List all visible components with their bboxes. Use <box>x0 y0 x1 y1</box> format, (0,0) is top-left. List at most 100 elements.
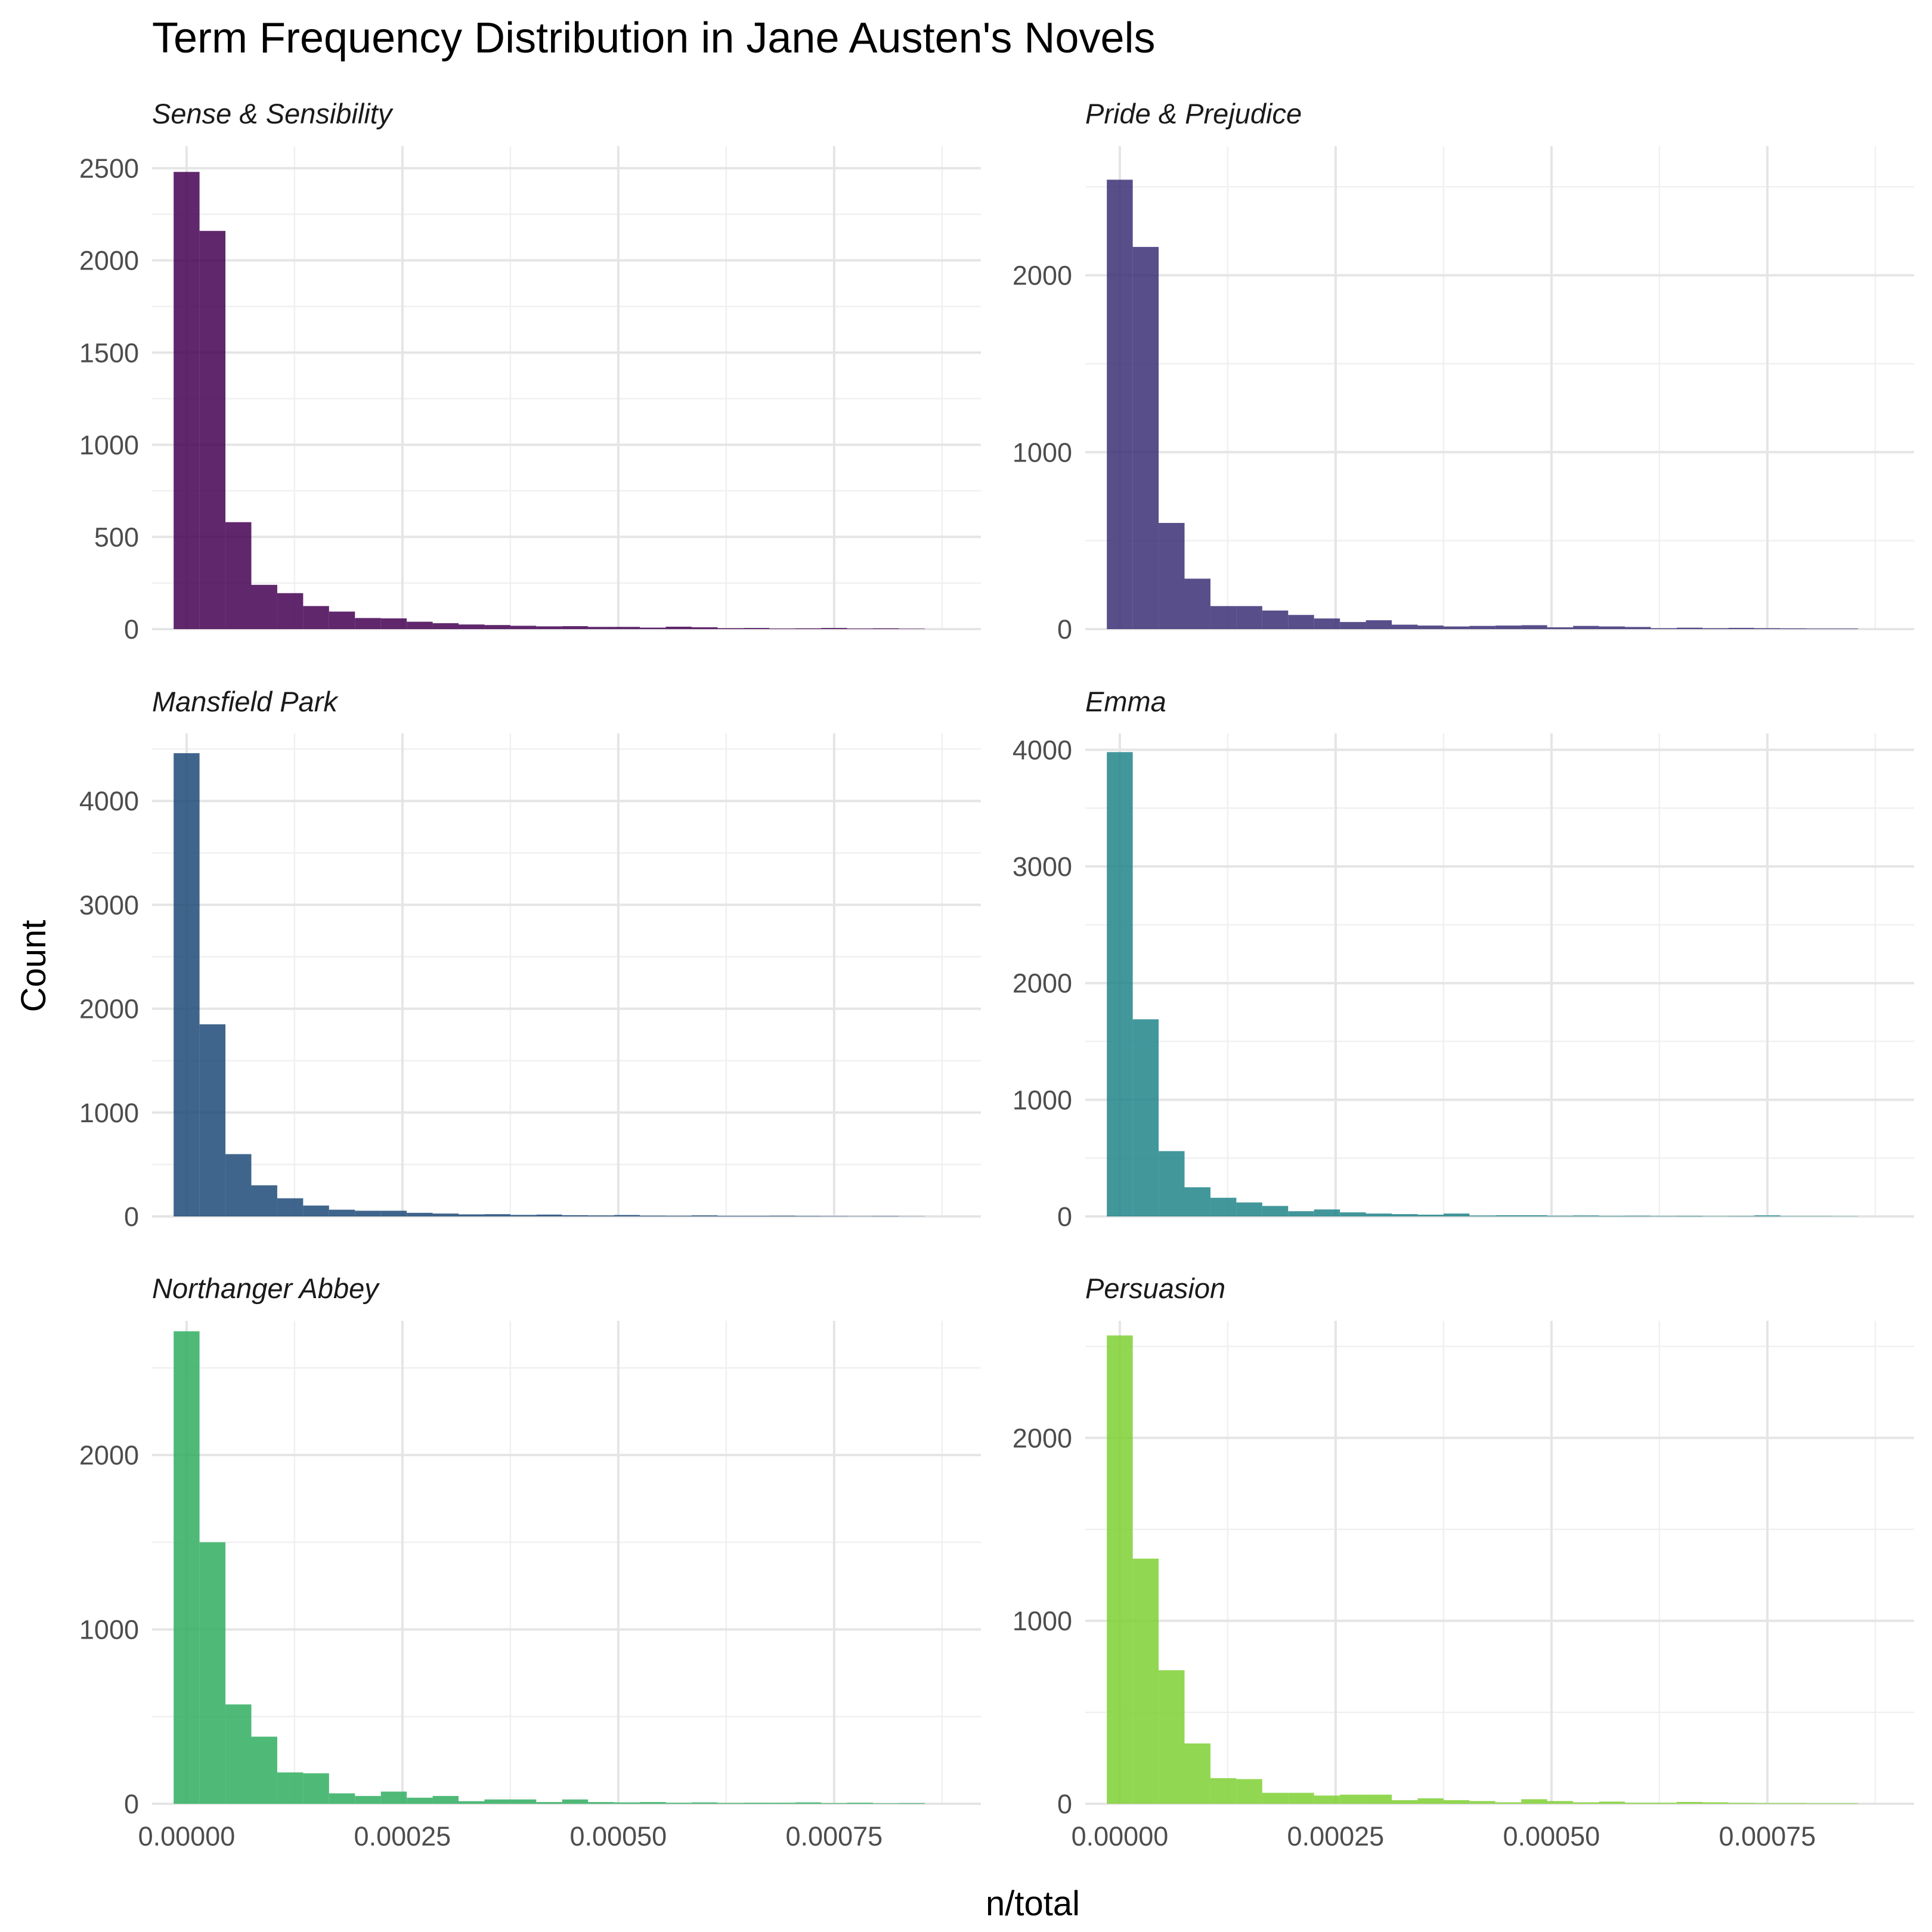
y-tick-label: 0 <box>124 1789 139 1819</box>
histogram-bar <box>303 606 329 629</box>
histogram-bar <box>459 624 485 629</box>
histogram-bar <box>459 1214 485 1216</box>
histogram-bar <box>1495 1215 1522 1216</box>
histogram-bar <box>303 1773 329 1804</box>
histogram-bar <box>1599 626 1625 629</box>
histogram-bar <box>691 627 718 629</box>
histogram-bar <box>1262 610 1289 629</box>
histogram-bar <box>1573 1802 1599 1804</box>
histogram-bar <box>225 1704 252 1804</box>
histogram-bar <box>459 1801 485 1804</box>
histogram-bar <box>1832 628 1858 629</box>
histogram-bar <box>510 1799 537 1804</box>
histogram-bar <box>1184 578 1210 629</box>
y-tick-label: 1000 <box>1013 1085 1072 1115</box>
histogram-bar <box>1236 606 1262 629</box>
facet-panel-northanger-abbey: Northanger Abbey 0 1000 2000 0.00000 0.00025 0… <box>79 1272 981 1852</box>
y-tick-label: 3000 <box>79 890 139 920</box>
histogram-bar <box>1366 620 1392 629</box>
facet-panel-pride-and-prejudice: Pride & Prejudice 0 1000 2000 <box>1013 98 1914 645</box>
histogram-bar <box>407 1212 433 1216</box>
facet-panel-persuasion: Persuasion 0 1000 2000 0.00000 0.00025 0.00050… <box>1013 1272 1914 1852</box>
facet-label-pride-and-prejudice: Pride & Prejudice <box>1085 98 1302 129</box>
histogram-bar <box>1107 752 1133 1216</box>
y-tick-label: 0 <box>124 1202 139 1232</box>
histogram-bar <box>1159 522 1185 629</box>
histogram-bar <box>1340 1794 1366 1804</box>
histogram-bar <box>821 628 847 629</box>
histogram-bar <box>1780 1803 1807 1804</box>
facet-panel-sense-and-sensibility: Sense & Sensibility 0 500 1000 1500 2000 2500 <box>79 98 981 645</box>
y-tick-label: 2000 <box>1013 261 1072 291</box>
histogram-bar <box>769 1803 795 1804</box>
histogram-bar <box>1392 1214 1418 1216</box>
facet-label-persuasion: Persuasion <box>1085 1272 1225 1304</box>
histogram-bar <box>1547 1801 1574 1804</box>
histogram-bar <box>510 1215 537 1216</box>
histogram-bar <box>1107 1335 1133 1804</box>
histogram-bar <box>1392 1800 1418 1804</box>
y-tick-label: 1000 <box>1013 1606 1072 1636</box>
histogram-bar <box>1262 1792 1289 1804</box>
histogram-bar <box>1417 1798 1444 1804</box>
y-tick-label: 2000 <box>1013 1423 1072 1453</box>
histogram-bar <box>1288 615 1314 629</box>
histogram-bar <box>277 1772 304 1804</box>
y-tick-label: 2000 <box>1013 968 1072 999</box>
histogram-bar <box>1573 1215 1599 1216</box>
facet-panel-emma: Emma 0 1000 2000 3000 4000 <box>1013 686 1914 1232</box>
histogram-bar <box>1676 627 1703 629</box>
histogram-bar <box>407 1797 433 1804</box>
histogram-bar <box>1832 1803 1858 1804</box>
histogram-bar <box>355 618 381 629</box>
histogram-bar <box>484 625 510 629</box>
y-tick-label: 1000 <box>79 1098 139 1128</box>
histogram-bar <box>1107 179 1133 629</box>
x-axis-title: n/total <box>986 1884 1080 1923</box>
histogram-bar <box>1443 1800 1470 1804</box>
histogram-bar <box>380 1210 407 1216</box>
histogram-bar <box>225 522 252 629</box>
x-tick-label: 0.00050 <box>1503 1821 1600 1852</box>
y-tick-label: 0 <box>1057 1202 1072 1232</box>
histogram-bar <box>717 628 744 629</box>
histogram-bar <box>1780 628 1807 629</box>
histogram-bar <box>1624 627 1651 629</box>
histogram-bar <box>1469 1801 1496 1804</box>
histogram-bar <box>1366 1794 1392 1804</box>
histogram-bar <box>1132 1558 1159 1804</box>
histogram-bar <box>1495 626 1522 629</box>
histogram-bar <box>1132 1019 1159 1216</box>
histogram-bar <box>536 626 562 629</box>
histogram-bar <box>329 1793 355 1804</box>
histogram-bar <box>873 628 899 629</box>
facet-label-northanger-abbey: Northanger Abbey <box>152 1272 380 1304</box>
histogram-bar <box>717 1803 744 1804</box>
histogram-bar <box>588 1802 614 1804</box>
histogram-bar <box>640 627 666 629</box>
histogram-bar <box>899 1803 925 1804</box>
y-tick-label: 4000 <box>79 786 139 816</box>
histogram-bar <box>1754 1803 1781 1804</box>
histogram-bar <box>329 611 355 629</box>
histogram-bar <box>329 1209 355 1216</box>
y-tick-label: 1500 <box>79 338 139 368</box>
histogram-bar <box>1702 1802 1729 1804</box>
histogram-bar <box>355 1795 381 1804</box>
x-tick-label: 0.00075 <box>786 1821 883 1852</box>
histogram-bar <box>1159 1151 1185 1216</box>
histogram-bar <box>536 1214 562 1216</box>
histogram-bar <box>1210 1778 1237 1804</box>
histogram-bar <box>1754 628 1781 629</box>
facet-label-emma: Emma <box>1085 686 1166 717</box>
histogram-bar <box>691 1802 718 1804</box>
histogram-bar <box>484 1214 510 1216</box>
histogram-bar <box>174 1331 200 1804</box>
x-tick-label: 0.00000 <box>138 1821 236 1852</box>
histogram-bar <box>251 1736 277 1804</box>
histogram-bar <box>380 1791 407 1804</box>
histogram-bar <box>562 1215 589 1216</box>
histogram-bar <box>432 1213 459 1216</box>
